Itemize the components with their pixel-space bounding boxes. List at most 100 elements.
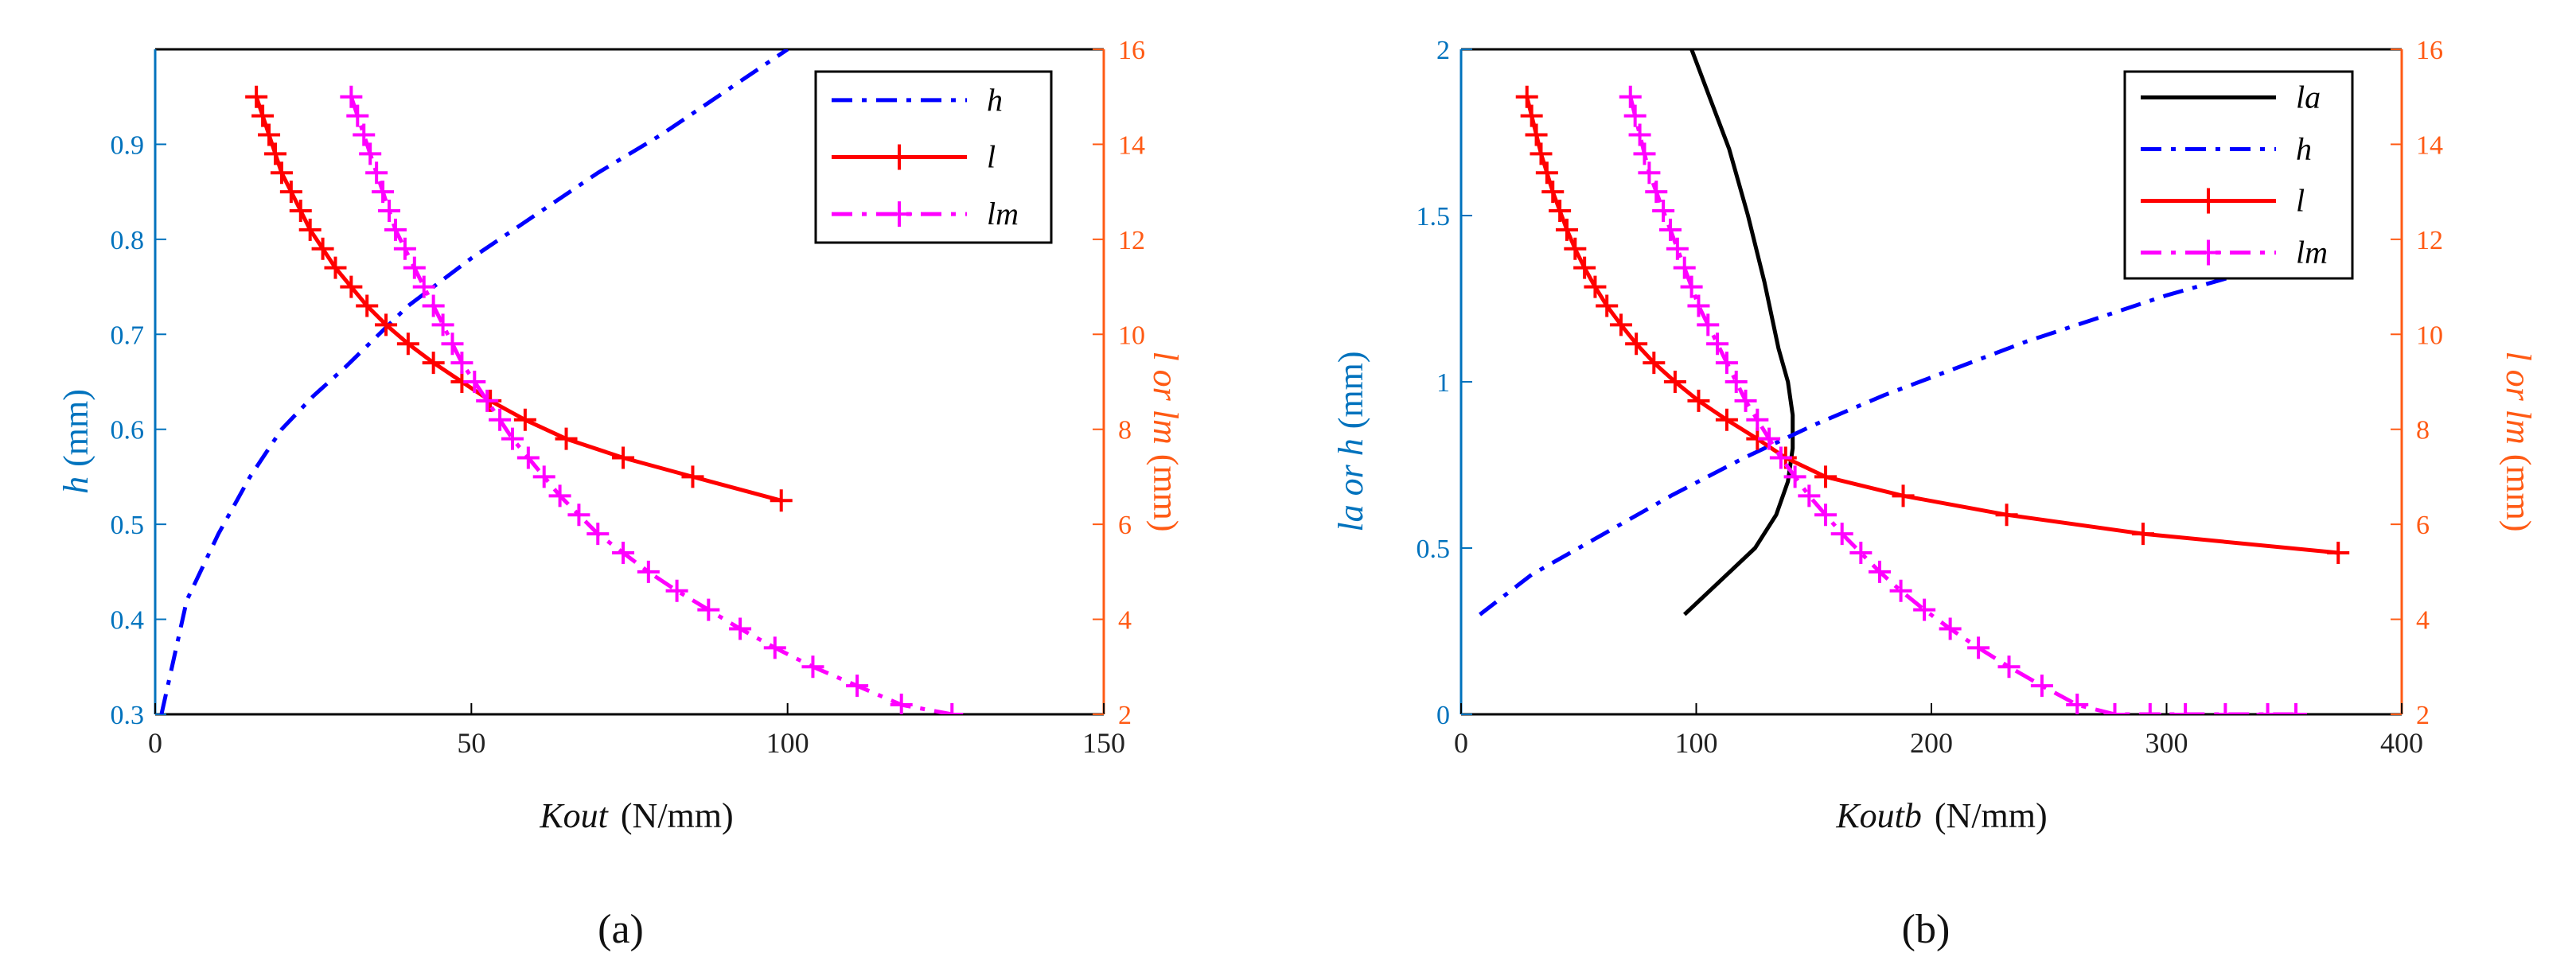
left-tick-label: 0 [1436, 701, 1450, 730]
series-l-marker [324, 256, 347, 279]
series-lm-marker [1798, 484, 1821, 507]
series-l-marker [1643, 352, 1666, 375]
series-l-marker [289, 200, 312, 223]
legend: la hl lm [2123, 70, 2354, 280]
series-lm-marker [1623, 104, 1647, 127]
series-lm-marker [1868, 560, 1891, 583]
series-lm-marker [1652, 200, 1675, 223]
series-lm-marker [1849, 541, 1873, 564]
panel-b-caption: (b) [1902, 907, 1951, 952]
panel-a-left-ylabel: h(mm) [57, 389, 95, 494]
right-tick-label: 16 [1118, 36, 1145, 65]
series-lm-marker [1680, 275, 1703, 298]
legend-label-h: h [987, 82, 1003, 118]
left-tick-label: 0.5 [1417, 535, 1451, 564]
series-lm-marker [801, 655, 824, 679]
series-lm-marker [1758, 427, 1781, 450]
series-l-marker [1625, 332, 1648, 356]
series-lm-marker [697, 598, 720, 621]
series-l-marker [1541, 181, 1565, 204]
series-lm-marker [2174, 703, 2197, 714]
series-l-marker [1715, 408, 1738, 431]
series-lm-marker [1734, 389, 1757, 412]
series-lm-marker [2214, 703, 2237, 714]
series-l-marker [1596, 294, 1619, 317]
series-lm-marker [489, 408, 512, 431]
series-l-marker [356, 294, 379, 317]
series-lm-marker [1659, 218, 1682, 241]
series-l-marker [279, 181, 302, 204]
series-lm-marker [2030, 675, 2053, 698]
series-l-marker [1549, 200, 1572, 223]
series-lm-marker [2138, 703, 2161, 714]
series-l-marker [2327, 541, 2350, 564]
series-l-marker [251, 104, 275, 127]
series-l-marker [298, 218, 322, 241]
series-l-marker [2131, 523, 2154, 546]
series-lm-marker [422, 294, 445, 317]
left-tick-label: 2 [1436, 36, 1450, 65]
series-l-marker [612, 446, 635, 469]
series-lm-marker [463, 371, 486, 393]
series-lm-marker [1939, 617, 1962, 640]
series-l-marker [1995, 504, 2018, 527]
series-lm-marker [1673, 256, 1696, 279]
series-l-marker [396, 332, 419, 356]
plot-area [159, 49, 964, 714]
series-lm-marker [340, 85, 363, 108]
series-lm-marker [1706, 332, 1729, 356]
series-lm-marker [1814, 504, 1837, 527]
series-lm-marker [1687, 294, 1710, 317]
right-tick-label: 14 [1118, 130, 1145, 160]
right-tick-label: 8 [1118, 416, 1132, 445]
series-lm-marker [1628, 123, 1651, 146]
right-tick-label: 12 [2416, 226, 2443, 255]
legend-marker-l [2196, 188, 2221, 214]
series-lm-marker [532, 465, 555, 488]
series-la-line [1682, 49, 1795, 616]
series-lm-marker [1633, 142, 1656, 165]
series-l-marker [513, 408, 536, 431]
series-l-marker [1663, 371, 1686, 393]
series-lm-marker [1638, 161, 1661, 185]
x-tick-label: 0 [1454, 727, 1468, 759]
series-l-marker [1535, 161, 1558, 185]
series-lm-marker [393, 237, 416, 260]
legend-label-lm: lm [2296, 235, 2328, 270]
legend-marker-lm [887, 201, 912, 227]
series-lm-marker [1724, 371, 1748, 393]
series-lm-marker [1997, 655, 2021, 679]
series-l-marker [1530, 142, 1553, 165]
x-tick-label: 400 [2380, 727, 2423, 759]
series-lm-marker [384, 218, 407, 241]
series-h-line [1479, 273, 2238, 616]
series-lm-line [1628, 96, 2296, 714]
series-lm-marker [612, 541, 635, 564]
series-lm-marker [403, 256, 426, 279]
series-l-marker [1525, 123, 1548, 146]
series-lm-marker [412, 275, 435, 298]
series-lm-marker [1715, 352, 1738, 375]
legend-label-h: h [2296, 131, 2312, 167]
series-lm-marker [1697, 313, 1720, 336]
series-lm-marker [1889, 579, 1912, 602]
series-l-marker [1609, 313, 1632, 336]
x-tick-label: 100 [766, 727, 809, 759]
x-tick-label: 100 [1675, 727, 1718, 759]
series-l-marker [1564, 237, 1587, 260]
series-lm-marker [1783, 465, 1806, 488]
series-l-marker [375, 313, 398, 336]
series-lm-marker [431, 313, 454, 336]
legend-label-lm: lm [987, 196, 1019, 231]
series-lm-marker [548, 484, 571, 507]
series-lm-marker [1769, 446, 1792, 469]
series-lm-marker [1830, 523, 1853, 546]
right-tick-label: 2 [1118, 701, 1132, 730]
legend: hl lm [814, 70, 1053, 244]
series-l-marker [1814, 465, 1837, 488]
series-lm-marker [941, 703, 964, 714]
series-lm-marker [516, 446, 540, 469]
series-l-marker [770, 489, 793, 512]
series-lm-marker [501, 427, 524, 450]
